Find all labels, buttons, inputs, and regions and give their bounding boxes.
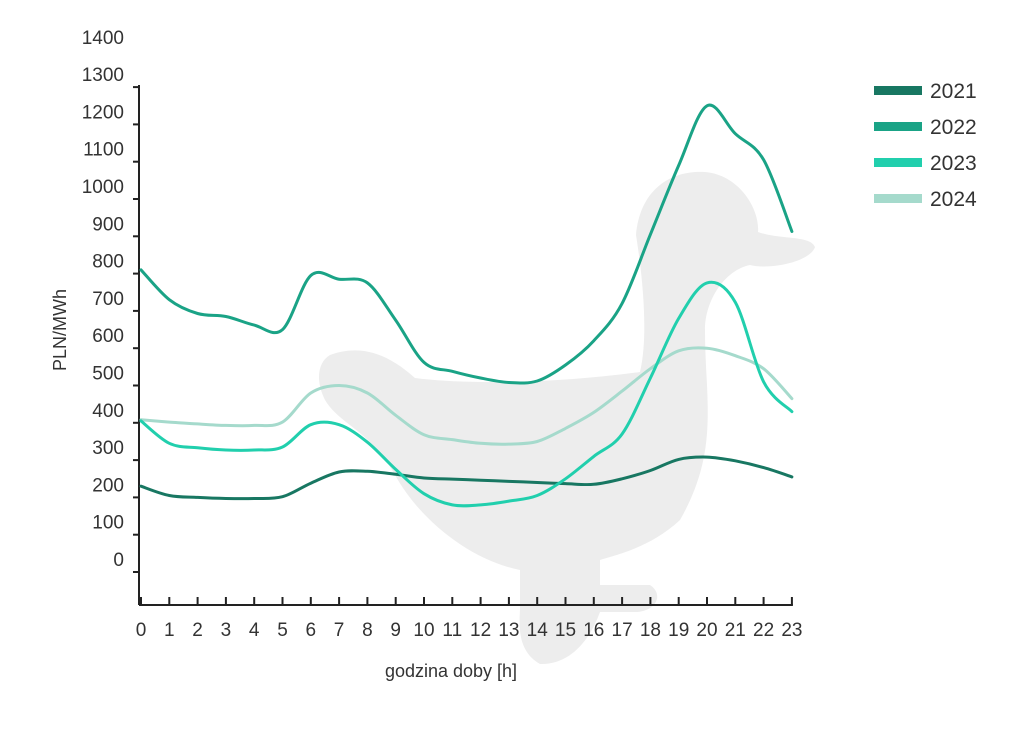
x-tick-label: 11 (442, 620, 462, 641)
y-tick-label: 1200 (82, 102, 124, 123)
x-tick-label: 18 (640, 620, 661, 641)
series-line-2023 (139, 280, 794, 508)
x-tick-label: 9 (390, 620, 401, 641)
legend-label-2023: 2023 (930, 152, 977, 175)
legend-label-2022: 2022 (930, 116, 977, 139)
y-tick-label: 1400 (82, 28, 124, 49)
legend-swatch-2024 (874, 194, 922, 203)
duck-silhouette-decoration (318, 171, 815, 665)
legend-swatch-2022 (874, 122, 922, 131)
legend: 2021 2022 2023 2024 (874, 80, 977, 211)
y-tick-label: 200 (92, 475, 124, 496)
x-tick-label: 1 (164, 620, 175, 641)
series-line-2024 (139, 346, 794, 446)
y-tick-label: 1000 (82, 177, 124, 198)
y-tick-label: 500 (92, 364, 124, 385)
y-tick-label: 600 (92, 326, 124, 347)
x-axis-title: godzina doby [h] (385, 661, 517, 681)
x-tick-label: 15 (555, 620, 576, 641)
y-tick-label: 400 (92, 401, 124, 422)
x-tick-label: 22 (753, 620, 774, 641)
legend-label-2024: 2024 (930, 188, 977, 211)
y-tick-label: 300 (92, 438, 124, 459)
series-line-2022 (139, 103, 794, 385)
x-tick-label: 23 (781, 620, 802, 641)
x-tick-label: 19 (668, 620, 689, 641)
x-tick-label: 7 (334, 620, 345, 641)
duck-silhouette (318, 171, 815, 665)
series-line-2021 (139, 455, 794, 501)
y-axis-title: PLN/MWh (50, 289, 70, 371)
x-tick-label: 13 (498, 620, 519, 641)
x-tick-label: 20 (696, 620, 717, 641)
x-tick-label: 3 (221, 620, 232, 641)
x-tick-label: 21 (725, 620, 746, 641)
x-tick-label: 16 (583, 620, 604, 641)
y-tick-label: 800 (92, 252, 124, 273)
x-tick-label: 12 (470, 620, 491, 641)
series-layer (139, 103, 794, 508)
x-tick-label: 14 (527, 620, 549, 641)
x-tick-label: 8 (362, 620, 373, 641)
x-tick-label: 2 (192, 620, 203, 641)
x-tick-label: 6 (306, 620, 317, 641)
x-tick-label: 10 (413, 620, 434, 641)
y-tick-label: 1300 (82, 65, 124, 86)
x-tick-label: 5 (277, 620, 288, 641)
y-tick-label: 700 (92, 289, 124, 310)
legend-swatch-2023 (874, 158, 922, 167)
y-tick-label: 900 (92, 214, 124, 235)
legend-swatch-2021 (874, 86, 922, 95)
y-tick-label: 1100 (83, 140, 124, 161)
y-tick-label: 100 (92, 513, 124, 534)
axes: 0100200300400500600700800900100011001200… (82, 28, 803, 641)
x-tick-label: 4 (249, 620, 260, 641)
x-tick-label: 17 (612, 620, 633, 641)
x-tick-label: 0 (136, 620, 147, 641)
legend-label-2021: 2021 (930, 80, 977, 103)
y-tick-label: 0 (113, 550, 124, 571)
